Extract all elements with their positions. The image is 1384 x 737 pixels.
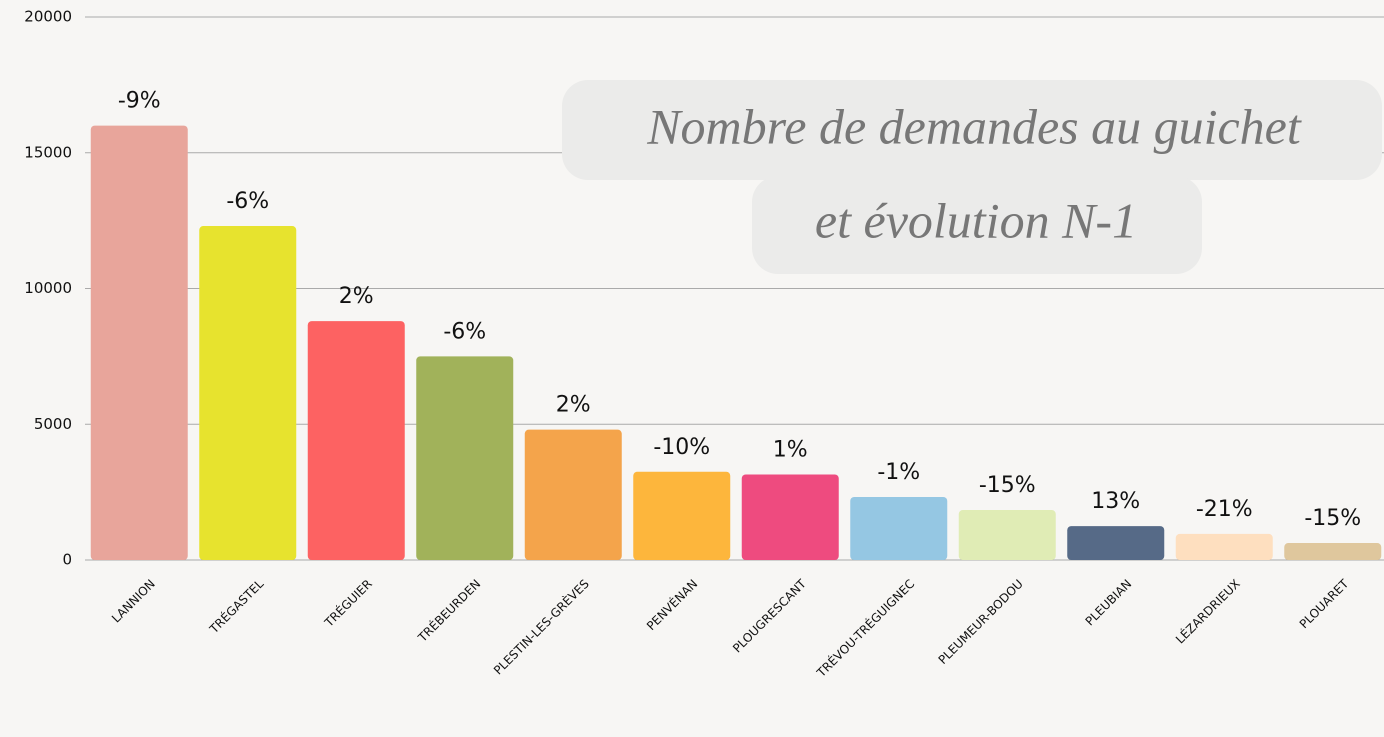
data-label: -15% [1304, 506, 1361, 531]
y-tick-label: 5000 [34, 415, 72, 433]
grid: 0 5000 10000 15000 20000 [24, 8, 1384, 569]
title-box [562, 80, 1382, 180]
bar [633, 471, 731, 560]
bar [850, 497, 948, 560]
bar [958, 510, 1056, 560]
chart-title: Nombre de demandes au guichet [646, 98, 1302, 154]
data-label: -9% [118, 89, 161, 114]
y-tick-label: 20000 [24, 8, 72, 26]
bar [90, 125, 188, 560]
data-label: 2% [556, 393, 591, 418]
bar [1175, 533, 1273, 560]
data-label: -21% [1196, 497, 1253, 522]
y-tick-label: 0 [62, 551, 72, 569]
bar [307, 321, 405, 560]
bar [416, 356, 514, 560]
data-label: 1% [773, 437, 808, 462]
data-label: -6% [226, 189, 269, 214]
data-label: 13% [1091, 489, 1140, 514]
y-tick-label: 10000 [24, 279, 72, 297]
data-label: -10% [653, 435, 710, 460]
bar [199, 226, 297, 560]
bar [741, 474, 839, 560]
bar [1284, 543, 1382, 560]
chart-title: et évolution N-1 [815, 192, 1137, 248]
data-label: -6% [443, 319, 486, 344]
bar [524, 429, 622, 560]
data-label: 2% [339, 284, 374, 309]
data-label: -15% [979, 473, 1036, 498]
bar [1067, 526, 1165, 560]
y-tick-label: 15000 [24, 143, 72, 161]
data-label: -1% [877, 460, 920, 485]
title-box [752, 176, 1202, 274]
